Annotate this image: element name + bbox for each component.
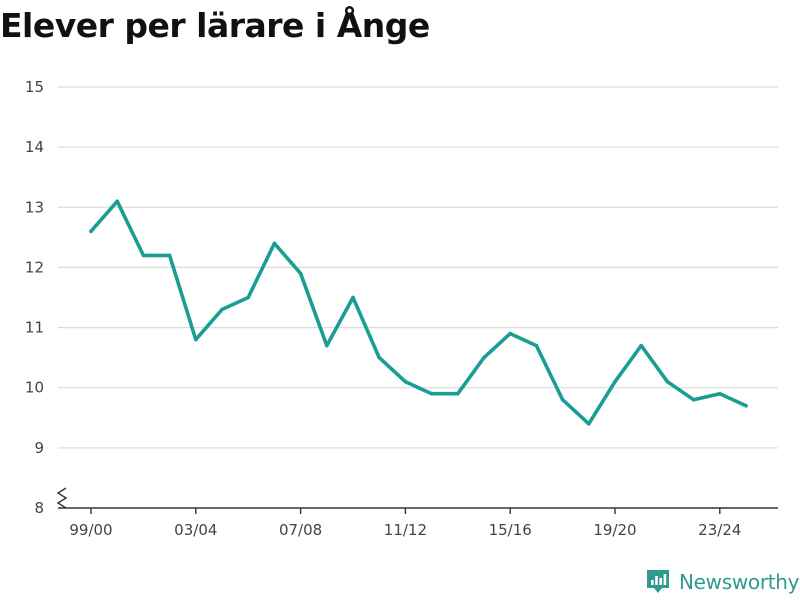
data-point-05/06 [246,295,250,300]
x-tick-label-99/00: 99/00 [69,521,112,539]
newsworthy-logo-text: Newsworthy [679,570,800,594]
data-point-14/15 [482,355,486,360]
y-tick-label-8: 8 [34,499,44,517]
x-tick-label-19/20: 19/20 [593,521,636,539]
x-tick-label-11/12: 11/12 [384,521,427,539]
series-line-group [89,199,748,426]
data-point-02/03 [167,253,172,258]
data-point-22/23 [691,397,696,402]
y-axis-ticks: 8 9 10 11 12 13 14 15 [25,78,44,517]
data-point-11/12 [403,379,408,384]
data-point-12/13 [429,391,434,396]
newsworthy-logo-icon [647,570,669,593]
x-tick-label-23/24: 23/24 [698,521,741,539]
data-point-19/20 [613,379,617,384]
series-line [89,199,748,426]
data-point-23/24 [718,391,722,396]
data-point-04/05 [220,307,224,312]
data-point-20/21 [639,343,643,348]
newsworthy-logo[interactable]: Newsworthy [645,568,800,596]
y-tick-label-12: 12 [25,258,44,276]
data-point-01/02 [141,253,146,258]
y-tick-label-13: 13 [25,198,44,216]
data-point-18/19 [587,422,591,426]
data-point-07/08 [298,271,303,276]
data-point-03/04 [194,337,198,342]
y-tick-label-15: 15 [25,78,44,96]
data-point-17/18 [560,397,565,402]
x-tick-label-07/08: 07/08 [279,521,322,539]
axis-break-mark [56,487,68,509]
data-point-21/22 [665,379,670,384]
data-point-24/25 [744,403,748,408]
data-point-10/11 [377,355,382,360]
data-point-09/10 [351,295,355,300]
grid-lines [58,86,778,449]
data-point-16/17 [534,343,539,348]
data-point-08/09 [325,343,329,348]
x-tick-label-03/04: 03/04 [174,521,217,539]
data-point-06/07 [272,241,277,246]
chart-title: Elever per lärare i Ånge [0,6,430,45]
y-tick-label-11: 11 [25,319,44,337]
y-tick-label-14: 14 [25,138,44,156]
x-tick-label-15/16: 15/16 [489,521,532,539]
data-point-13/14 [456,391,460,396]
x-axis: 99/00 03/04 07/08 11/12 15/16 19/20 23/24 [56,487,778,539]
data-point-15/16 [508,331,512,336]
y-tick-label-9: 9 [34,439,44,457]
data-point-99/00 [89,229,93,234]
y-tick-label-10: 10 [25,379,44,397]
data-point-00/01 [115,199,119,204]
